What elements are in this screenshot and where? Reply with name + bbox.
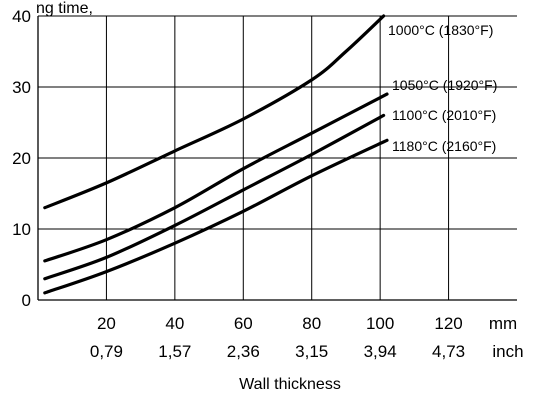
x-tick-label-mm-60: 60 (234, 314, 253, 333)
y-tick-label-40: 40 (12, 7, 31, 26)
series-labels: 1000°C (1830°F) 1050°C (1920°F) 1100°C (20… (388, 22, 497, 154)
x-tick-label-inch-3: 3,15 (295, 342, 328, 361)
series-label-1: 1000°C (1830°F) (388, 22, 493, 38)
x-tick-label-mm-40: 40 (165, 314, 184, 333)
series-line-3 (43, 113, 386, 281)
x-tick-label-inch-5: 4,73 (432, 342, 465, 361)
chart-axes (37, 16, 517, 301)
x-tick-label-mm-120: 120 (434, 314, 462, 333)
series-lines (43, 14, 389, 295)
tick-labels: 0 10 20 30 40 20 40 60 80 100 120 mm 0,79 1,57 2,36 3,1… (12, 7, 524, 361)
series-label-4: 1180°C (2160°F) (392, 138, 496, 154)
x-tick-label-mm-100: 100 (366, 314, 394, 333)
y-axis-partial-title: ng time, (36, 0, 93, 17)
y-tick-label-30: 30 (12, 78, 31, 97)
y-tick-label-20: 20 (12, 149, 31, 168)
series-label-2: 1050°C (1920°F) (392, 77, 497, 93)
series-label-3: 1100°C (2010°F) (392, 107, 496, 123)
series-line-1 (43, 14, 386, 210)
y-tick-label-0: 0 (22, 291, 31, 310)
x-tick-label-inch-4: 3,94 (364, 342, 397, 361)
x-unit-mm-label: mm (489, 314, 517, 333)
x-tick-label-inch-2: 2,36 (227, 342, 260, 361)
x-tick-label-mm-20: 20 (97, 314, 116, 333)
y-tick-label-10: 10 (12, 220, 31, 239)
series-line-4 (43, 138, 389, 295)
x-tick-label-mm-80: 80 (302, 314, 321, 333)
x-tick-label-inch-1: 1,57 (158, 342, 191, 361)
series-line-2 (43, 92, 389, 263)
x-tick-label-inch-0: 0,79 (90, 342, 123, 361)
chart-grid (38, 15, 517, 300)
x-axis-title: Wall thickness (239, 376, 341, 393)
x-unit-inch-label: inch (492, 342, 523, 361)
